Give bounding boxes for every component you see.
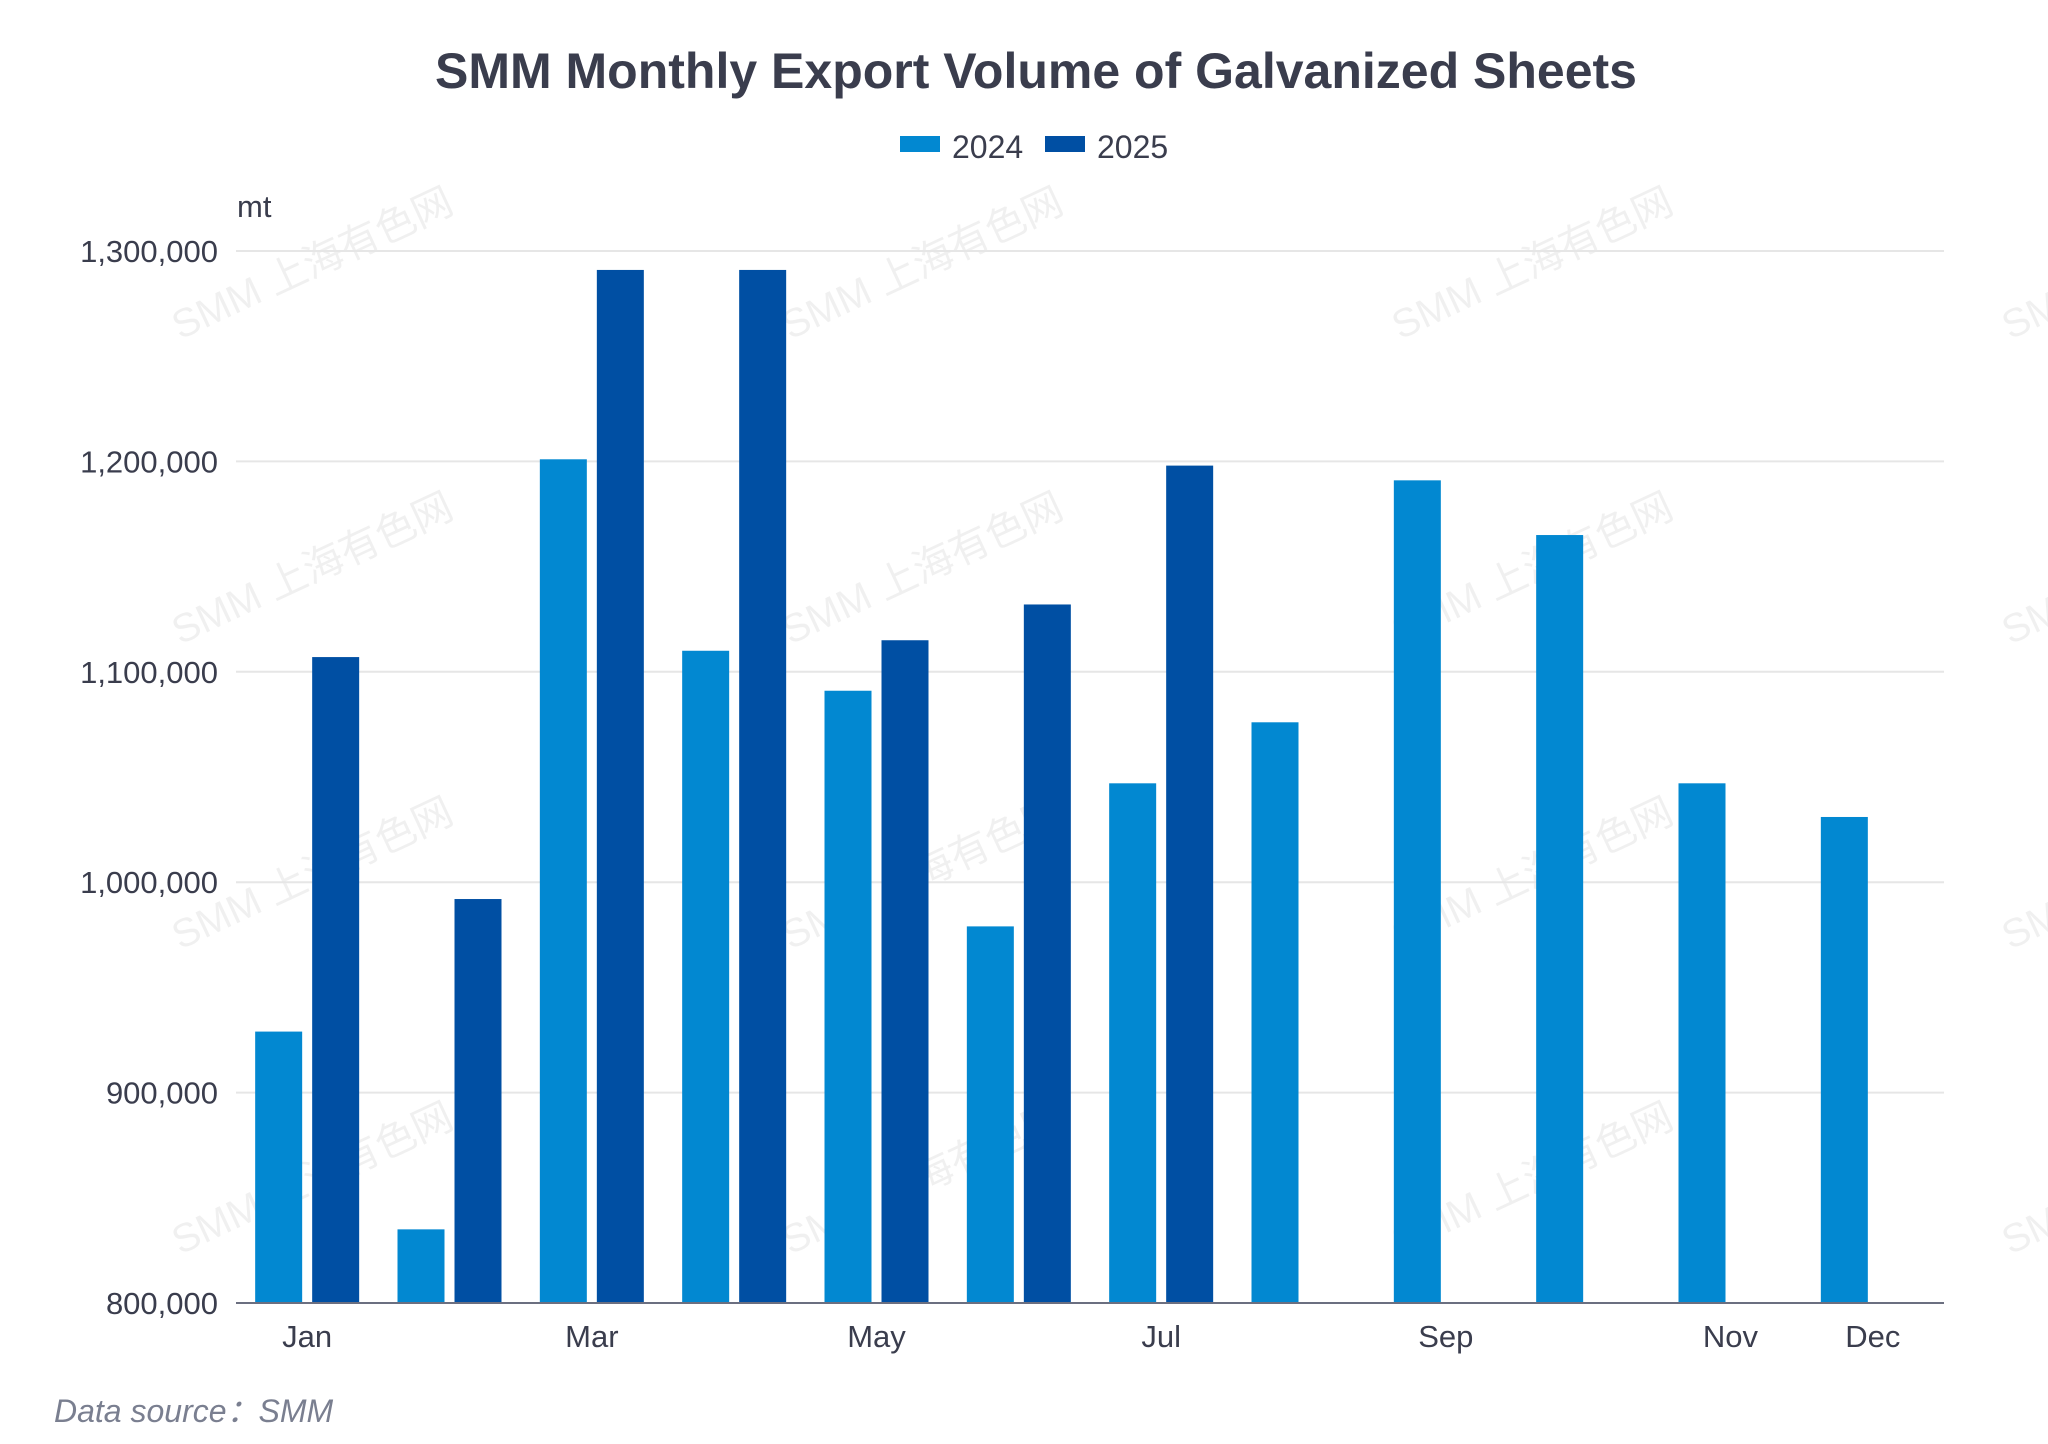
x-tick-label: Mar xyxy=(565,1319,618,1354)
x-tick-label: Dec xyxy=(1845,1319,1900,1354)
legend-swatch-2025 xyxy=(1045,136,1085,152)
y-tick-label: 1,200,000 xyxy=(80,444,218,479)
watermark-text: SMM 上海有色网 xyxy=(1995,1095,2048,1264)
bar-2025-apr xyxy=(739,269,787,1303)
y-tick-label: 1,300,000 xyxy=(80,234,218,269)
bar-2025-jul xyxy=(1166,465,1214,1303)
bar-2024-dec xyxy=(1820,816,1868,1303)
bar-2024-mar xyxy=(539,459,587,1303)
watermark-layer: SMM 上海有色网 SMM 上海有色网 SMM 上海有色网 SMM 上海有色网 SMM … xyxy=(165,180,2048,1264)
bar-2024-may xyxy=(824,690,872,1303)
y-axis-unit: mt xyxy=(237,189,272,224)
x-tick-label: Nov xyxy=(1703,1319,1759,1354)
chart-title: SMM Monthly Export Volume of Galvanized … xyxy=(435,43,1637,99)
x-axis-ticks: Jan Mar May Jul Sep Nov Dec xyxy=(282,1319,1900,1354)
bar-2024-nov xyxy=(1678,783,1726,1303)
x-tick-label: Jan xyxy=(282,1319,332,1354)
x-tick-label: Jul xyxy=(1141,1319,1181,1354)
legend-label-2025: 2025 xyxy=(1097,129,1168,165)
legend: 2024 2025 xyxy=(900,129,1168,165)
bar-2024-jul xyxy=(1109,783,1157,1303)
bar-2024-oct xyxy=(1536,535,1584,1303)
legend-label-2024: 2024 xyxy=(952,129,1023,165)
y-tick-label: 800,000 xyxy=(106,1286,218,1321)
y-tick-label: 900,000 xyxy=(106,1076,218,1111)
y-tick-label: 1,100,000 xyxy=(80,655,218,690)
watermark-text: SMM 上海有色网 xyxy=(775,180,1070,349)
watermark-text: SMM 上海有色网 xyxy=(1385,180,1680,349)
y-tick-label: 1,000,000 xyxy=(80,865,218,900)
bar-2025-feb xyxy=(454,899,502,1303)
legend-swatch-2024 xyxy=(900,136,940,152)
watermark-text: SMM 上海有色网 xyxy=(1995,790,2048,959)
gridlines xyxy=(236,250,1944,1094)
data-source-note: Data source：SMM xyxy=(54,1393,334,1429)
bar-layer xyxy=(255,269,1868,1303)
bar-2024-jun xyxy=(966,926,1014,1303)
watermark-text: SMM 上海有色网 xyxy=(165,485,460,654)
bar-2025-may xyxy=(881,640,929,1303)
bar-2024-aug xyxy=(1251,722,1299,1303)
bar-2025-jun xyxy=(1023,604,1071,1303)
bar-2025-jan xyxy=(312,657,360,1303)
watermark-text: SMM 上海有色网 xyxy=(1995,485,2048,654)
bar-2024-apr xyxy=(682,650,730,1303)
x-tick-label: May xyxy=(847,1319,906,1354)
bar-2024-jan xyxy=(255,1031,303,1303)
bar-2025-mar xyxy=(596,269,644,1303)
x-tick-label: Sep xyxy=(1418,1319,1473,1354)
bar-2024-feb xyxy=(397,1229,445,1303)
bar-2024-sep xyxy=(1393,480,1441,1303)
watermark-text: SMM 上海有色网 xyxy=(1995,180,2048,349)
y-axis-ticks: 800,000 900,000 1,000,000 1,100,000 1,200,00… xyxy=(80,234,218,1321)
